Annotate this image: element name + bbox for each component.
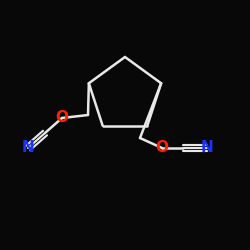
Text: O: O [156, 140, 168, 156]
Text: N: N [22, 140, 34, 156]
Text: N: N [200, 140, 213, 156]
Text: O: O [56, 110, 68, 126]
